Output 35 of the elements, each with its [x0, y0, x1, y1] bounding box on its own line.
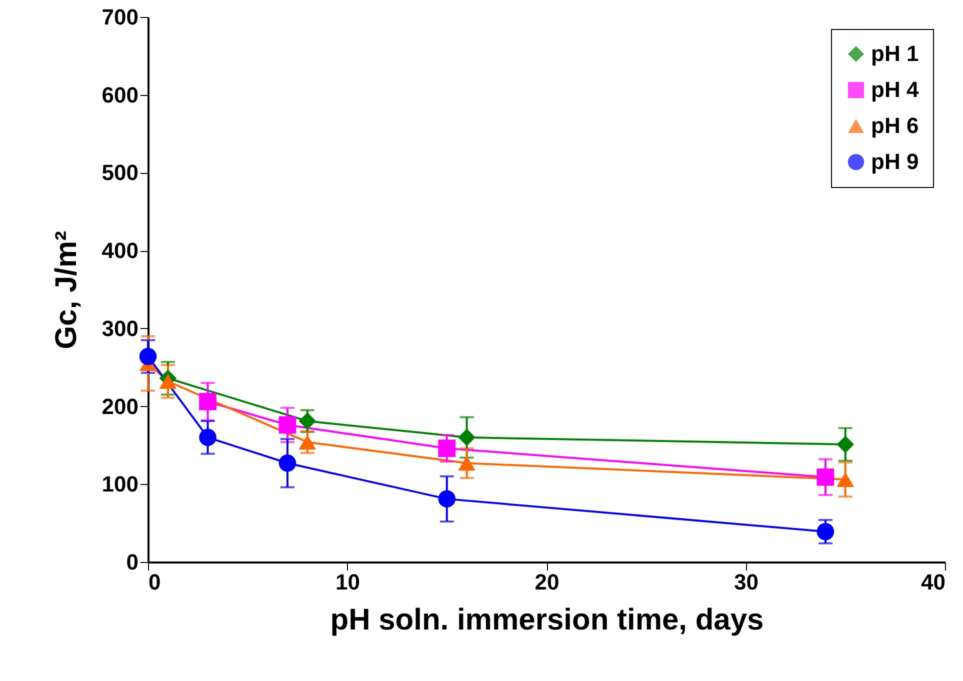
point: [298, 412, 316, 430]
point: [139, 348, 157, 366]
x-tick-label: 20: [534, 570, 560, 594]
point: [438, 440, 456, 457]
point: [278, 454, 296, 472]
point: [298, 434, 316, 450]
legend-label: pH 6: [871, 113, 919, 138]
y-tick-label: 0: [126, 550, 138, 574]
y-tick-label: 600: [102, 82, 138, 108]
y-tick-label: 300: [102, 316, 138, 341]
point: [458, 428, 476, 446]
point: [836, 472, 854, 487]
y-tick-label: 700: [102, 4, 138, 30]
legend-label: pH 9: [871, 149, 919, 174]
point: [458, 456, 476, 471]
y-tick-label: 400: [102, 238, 138, 264]
point: [159, 374, 177, 389]
point: [199, 428, 216, 446]
point: [836, 436, 854, 454]
legend-label: pH 1: [871, 41, 919, 66]
x-tick-label: 10: [336, 570, 360, 594]
point: [816, 468, 834, 486]
legend-label: pH 4: [871, 77, 920, 102]
x-tick-label: 0: [148, 570, 161, 594]
y-tick-label: 500: [102, 160, 138, 186]
point: [816, 522, 834, 540]
point: [278, 416, 296, 434]
y-tick-label: 200: [102, 394, 138, 419]
point: [199, 392, 216, 410]
point: [438, 490, 456, 508]
y-tick-label: 100: [102, 472, 138, 497]
x-tick-label: 30: [734, 570, 758, 594]
x-axis-title: pH soln. immersion time, days: [330, 604, 764, 636]
y-axis-title: Gc, J/m²: [50, 230, 83, 350]
x-tick-label: 40: [921, 570, 946, 594]
